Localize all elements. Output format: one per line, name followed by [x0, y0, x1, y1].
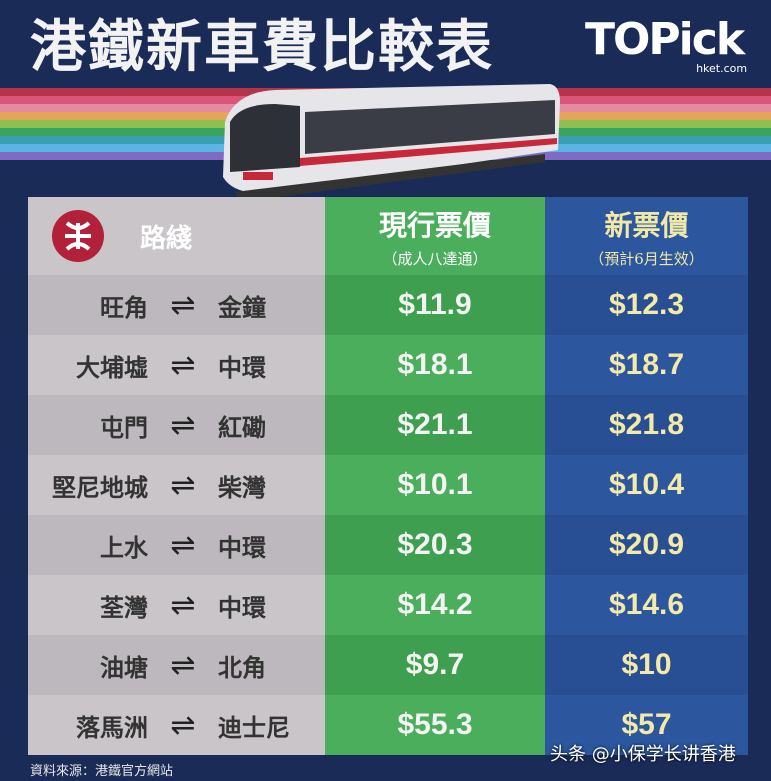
- new-fare: $21.8: [608, 408, 685, 441]
- route-from: 上水: [100, 532, 148, 562]
- route-from: 落馬洲: [76, 712, 148, 742]
- route-from: 油塘: [100, 652, 148, 682]
- route-to: 金鐘: [218, 292, 266, 322]
- route-to: 中環: [218, 592, 266, 622]
- bidirectional-arrow-icon: ⇌: [170, 587, 196, 623]
- new-fare: $18.7: [608, 348, 685, 381]
- route-from: 荃灣: [100, 592, 148, 622]
- current-fare-subheader: （成人八達通）: [382, 249, 488, 268]
- bidirectional-arrow-icon: ⇌: [170, 707, 196, 743]
- new-fare: $10: [621, 648, 672, 681]
- new-fare: $20.9: [608, 528, 685, 561]
- bidirectional-arrow-icon: ⇌: [170, 407, 196, 443]
- current-fare: $55.3: [397, 708, 473, 741]
- table-row: 堅尼地城 ⇌ 柴灣 $10.1 $10.4: [28, 455, 748, 515]
- bidirectional-arrow-icon: ⇌: [170, 467, 196, 503]
- new-fare: $57: [621, 708, 672, 741]
- route-from: 大埔墟: [76, 352, 148, 382]
- table-row: 落馬洲 ⇌ 迪士尼 $55.3 $57: [28, 695, 748, 755]
- route-from: 旺角: [100, 292, 148, 322]
- bidirectional-arrow-icon: ⇌: [170, 287, 196, 323]
- current-fare-header: 現行票價: [378, 208, 491, 242]
- new-fare: $14.6: [608, 588, 685, 621]
- current-fare: $21.1: [397, 408, 473, 441]
- current-fare: $10.1: [397, 468, 473, 501]
- route-to: 北角: [218, 652, 266, 682]
- table-row: 旺角 ⇌ 金鐘 $11.9 $12.3: [28, 275, 748, 335]
- table-row: 上水 ⇌ 中環 $20.3 $20.9: [28, 515, 748, 575]
- current-fare: $18.1: [397, 348, 473, 381]
- mtr-logo-icon: [52, 210, 104, 262]
- route-to: 柴灣: [218, 472, 266, 502]
- new-fare-header: 新票價: [604, 208, 689, 242]
- route-to: 紅磡: [218, 412, 266, 442]
- route-to: 中環: [218, 532, 266, 562]
- current-fare: $9.7: [405, 648, 465, 681]
- topick-logo: TOPick hket.com: [585, 14, 748, 75]
- route-to: 迪士尼: [218, 712, 290, 742]
- table-row: 大埔墟 ⇌ 中環 $18.1 $18.7: [28, 335, 748, 395]
- table-header: 路綫 現行票價 （成人八達通） 新票價 （預計6月生效）: [28, 197, 748, 275]
- watermark: 头条 @小保学长讲香港: [550, 744, 736, 765]
- bidirectional-arrow-icon: ⇌: [170, 647, 196, 683]
- current-fare: $20.3: [397, 528, 473, 561]
- new-fare: $10.4: [608, 468, 685, 501]
- table-row: 屯門 ⇌ 紅磡 $21.1 $21.8: [28, 395, 748, 455]
- new-fare: $12.3: [608, 288, 685, 321]
- fare-table: 路綫 現行票價 （成人八達通） 新票價 （預計6月生效） 旺角 ⇌ 金鐘 $11…: [28, 197, 748, 755]
- bidirectional-arrow-icon: ⇌: [170, 527, 196, 563]
- new-fare-subheader: （預計6月生效）: [589, 249, 704, 268]
- current-fare: $11.9: [398, 288, 472, 321]
- route-header: 路綫: [140, 223, 193, 254]
- current-fare: $14.2: [397, 588, 473, 621]
- route-to: 中環: [218, 352, 266, 382]
- source-note: 資料來源：港鐵官方網站: [30, 764, 174, 779]
- route-from: 堅尼地城: [52, 472, 148, 502]
- table-row: 荃灣 ⇌ 中環 $14.2 $14.6: [28, 575, 748, 635]
- mtr-train-image: [223, 84, 560, 202]
- page-title: 港鐵新車費比較表: [30, 14, 494, 80]
- table-row: 油塘 ⇌ 北角 $9.7 $10: [28, 635, 748, 695]
- route-from: 屯門: [100, 412, 148, 442]
- bidirectional-arrow-icon: ⇌: [170, 347, 196, 383]
